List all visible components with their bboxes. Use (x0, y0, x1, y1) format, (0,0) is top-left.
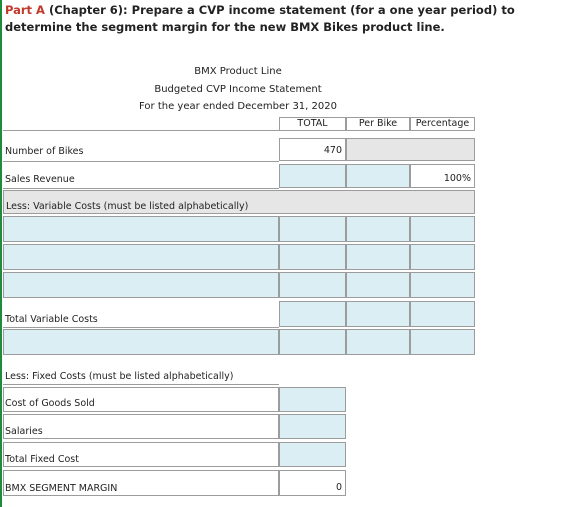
header-per-bike-cell: Per Bike (346, 117, 410, 131)
instruction-text: (Chapter 6): Prepare a CVP income statem… (5, 3, 515, 34)
variable-cost-2-total-input[interactable] (279, 244, 346, 270)
variable-cost-2-percentage-input[interactable] (410, 244, 475, 270)
statement-title: BMX Product Line (194, 66, 282, 77)
row-label-cogs: Cost of Goods Sold (5, 398, 95, 409)
number-of-bikes-total-cell: 470 (279, 138, 346, 161)
contribution-margin-total-input[interactable] (279, 329, 346, 355)
number-of-bikes-total: 470 (323, 145, 342, 156)
total-fixed-label-cell (3, 442, 279, 467)
row-label-total-variable: Total Variable Costs (5, 314, 98, 325)
row-label-less-fixed: Less: Fixed Costs (must be listed alphab… (5, 371, 234, 382)
header-total-cell: TOTAL (279, 117, 346, 131)
variable-cost-2-label-input[interactable] (3, 244, 279, 270)
contribution-margin-per-bike-input[interactable] (346, 329, 410, 355)
variable-costs-header-row: Less: Variable Costs (must be listed alp… (3, 190, 475, 214)
number-of-bikes-locked-cell (346, 138, 475, 161)
total-fixed-total-input[interactable] (279, 442, 346, 467)
variable-cost-1-percentage-input[interactable] (410, 216, 475, 242)
variable-cost-1-total-input[interactable] (279, 216, 346, 242)
rule-sales-revenue (3, 188, 279, 189)
row-label-less-variable: Less: Variable Costs (must be listed alp… (6, 201, 249, 212)
statement-period: For the year ended December 31, 2020 (139, 101, 337, 112)
sales-revenue-per-bike-input[interactable] (346, 164, 410, 188)
segment-margin-total-cell: 0 (279, 470, 346, 496)
header-total: TOTAL (297, 118, 328, 129)
sales-revenue-total-input[interactable] (279, 164, 346, 188)
variable-cost-3-percentage-input[interactable] (410, 272, 475, 298)
row-label-total-fixed: Total Fixed Cost (5, 454, 79, 465)
header-percentage-cell: Percentage (410, 117, 475, 131)
part-label: Part A (5, 3, 45, 17)
variable-cost-1-per-bike-input[interactable] (346, 216, 410, 242)
total-variable-percentage-input[interactable] (410, 301, 475, 327)
sales-revenue-percentage: 100% (443, 173, 471, 184)
rule-number-of-bikes (3, 161, 279, 162)
instruction-heading: Part A (Chapter 6): Prepare a CVP income… (5, 2, 583, 36)
variable-cost-3-label-input[interactable] (3, 272, 279, 298)
row-label-sales-revenue: Sales Revenue (5, 174, 75, 185)
rule-less-fixed (3, 384, 279, 385)
salaries-label-cell (3, 414, 279, 439)
total-variable-per-bike-input[interactable] (346, 301, 410, 327)
side-accent-bar (0, 0, 2, 507)
variable-cost-3-per-bike-input[interactable] (346, 272, 410, 298)
variable-cost-2-per-bike-input[interactable] (346, 244, 410, 270)
header-per-bike: Per Bike (358, 118, 398, 129)
row-label-salaries: Salaries (5, 426, 43, 437)
segment-margin-label-cell (3, 470, 279, 496)
statement-subtitle: Budgeted CVP Income Statement (154, 84, 322, 95)
rule-total-variable (3, 327, 279, 328)
variable-cost-1-label-input[interactable] (3, 216, 279, 242)
sales-revenue-percentage-cell: 100% (410, 164, 475, 188)
header-rule (3, 130, 475, 131)
segment-margin-total: 0 (335, 482, 342, 493)
salaries-total-input[interactable] (279, 414, 346, 439)
header-percentage: Percentage (415, 118, 470, 129)
cogs-label-cell (3, 387, 279, 412)
row-label-segment-margin: BMX SEGMENT MARGIN (5, 483, 118, 494)
cogs-total-input[interactable] (279, 387, 346, 412)
total-variable-total-input[interactable] (279, 301, 346, 327)
contribution-margin-percentage-input[interactable] (410, 329, 475, 355)
variable-cost-3-total-input[interactable] (279, 272, 346, 298)
contribution-margin-label-input[interactable] (3, 329, 279, 355)
row-label-number-of-bikes: Number of Bikes (5, 146, 84, 157)
